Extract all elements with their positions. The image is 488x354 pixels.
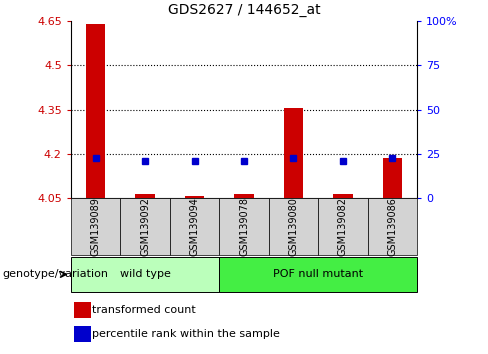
Text: GSM139089: GSM139089 [90,197,101,256]
Bar [120,198,170,255]
Bar [368,198,417,255]
Bar [269,198,318,255]
Bar [318,198,368,255]
Bar [234,194,254,198]
Text: GSM139094: GSM139094 [189,197,200,256]
Text: GSM139092: GSM139092 [140,197,150,256]
Text: POF null mutant: POF null mutant [273,269,363,279]
Text: wild type: wild type [120,269,170,279]
Title: GDS2627 / 144652_at: GDS2627 / 144652_at [168,4,320,17]
Bar [74,326,91,342]
Bar [135,194,155,198]
Bar [74,302,91,318]
Bar [219,198,269,255]
Bar [333,194,353,198]
Bar [170,198,219,255]
Bar [184,196,204,198]
Bar [219,257,417,292]
Bar [85,24,105,198]
Bar [284,108,304,198]
Text: percentile rank within the sample: percentile rank within the sample [92,329,280,339]
Text: GSM139080: GSM139080 [288,197,299,256]
Text: genotype/variation: genotype/variation [2,269,108,279]
Bar [71,257,219,292]
Text: GSM139086: GSM139086 [387,197,398,256]
Bar [71,198,120,255]
Bar [383,159,403,198]
Text: GSM139078: GSM139078 [239,197,249,256]
Text: GSM139082: GSM139082 [338,197,348,256]
Text: transformed count: transformed count [92,305,195,315]
